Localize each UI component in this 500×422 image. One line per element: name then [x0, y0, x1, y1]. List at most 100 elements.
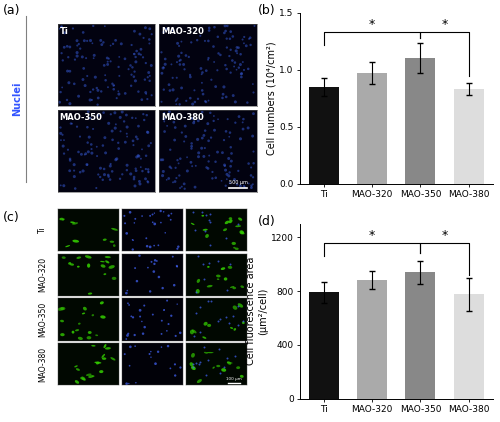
Point [248, 182, 256, 189]
Point [169, 253, 177, 260]
Point [164, 343, 172, 349]
Point [229, 33, 237, 40]
Point [206, 241, 214, 248]
Bar [357, 280, 387, 399]
Bar [309, 292, 338, 399]
Point [131, 265, 139, 271]
Point [142, 166, 150, 173]
Point [139, 330, 147, 337]
Point [107, 111, 115, 118]
Y-axis label: Cell fluorescence area
(μm²/cell): Cell fluorescence area (μm²/cell) [246, 257, 268, 365]
Point [222, 35, 230, 42]
Point [150, 268, 158, 275]
Point [146, 212, 154, 219]
Point [81, 82, 89, 89]
Point [192, 162, 200, 169]
Point [190, 87, 198, 94]
Point [106, 161, 114, 168]
Point [249, 174, 257, 181]
Point [220, 30, 228, 36]
Point [60, 44, 68, 51]
Point [57, 137, 65, 143]
Point [172, 101, 180, 108]
Ellipse shape [240, 285, 244, 288]
Point [182, 133, 190, 140]
Point [240, 116, 248, 122]
Point [153, 257, 161, 264]
Point [160, 86, 168, 93]
Ellipse shape [207, 266, 210, 268]
Point [236, 51, 244, 58]
Ellipse shape [190, 362, 194, 366]
Point [204, 298, 212, 305]
Point [88, 97, 96, 103]
Ellipse shape [62, 219, 64, 221]
Point [236, 61, 244, 68]
Point [109, 41, 117, 47]
Point [56, 25, 64, 32]
Point [118, 171, 126, 178]
Point [202, 99, 210, 106]
Point [222, 62, 230, 68]
Point [170, 137, 178, 143]
Point [125, 302, 133, 308]
Point [194, 117, 202, 124]
Point [226, 261, 234, 268]
Bar [454, 295, 484, 399]
Point [194, 153, 202, 160]
Point [94, 112, 102, 119]
Point [208, 175, 216, 182]
Point [232, 119, 239, 126]
Point [56, 124, 64, 131]
Point [58, 23, 66, 30]
Point [94, 87, 102, 94]
Point [214, 67, 222, 73]
Point [248, 133, 256, 139]
Point [66, 43, 74, 50]
Point [198, 135, 206, 141]
Point [93, 143, 101, 150]
Point [134, 88, 142, 95]
Point [148, 258, 156, 265]
Point [82, 150, 90, 157]
Point [180, 66, 188, 73]
Bar [406, 272, 436, 399]
Point [115, 54, 123, 60]
Point [182, 97, 190, 104]
Ellipse shape [60, 333, 64, 336]
Point [198, 145, 205, 151]
Ellipse shape [72, 331, 74, 334]
Point [56, 182, 64, 189]
Point [150, 242, 158, 249]
Point [160, 128, 168, 135]
Point [98, 41, 106, 48]
Point [130, 176, 138, 182]
Point [180, 138, 188, 145]
Point [160, 29, 168, 35]
Ellipse shape [74, 365, 78, 368]
Point [226, 53, 234, 60]
Point [112, 121, 120, 128]
Point [79, 29, 87, 36]
Ellipse shape [75, 329, 79, 331]
Point [58, 84, 66, 91]
Point [108, 128, 116, 135]
Point [112, 37, 120, 44]
Point [144, 169, 152, 176]
Point [195, 360, 203, 367]
Text: *: * [369, 18, 375, 31]
Point [137, 155, 145, 162]
Point [148, 62, 156, 69]
Point [68, 120, 76, 127]
Point [226, 144, 234, 151]
Point [180, 61, 188, 68]
Point [113, 155, 121, 162]
Ellipse shape [110, 357, 116, 360]
Ellipse shape [191, 353, 195, 357]
Ellipse shape [232, 306, 237, 310]
Point [144, 129, 152, 135]
Point [192, 309, 200, 316]
Point [123, 133, 131, 140]
Point [214, 116, 222, 123]
Point [101, 72, 109, 78]
